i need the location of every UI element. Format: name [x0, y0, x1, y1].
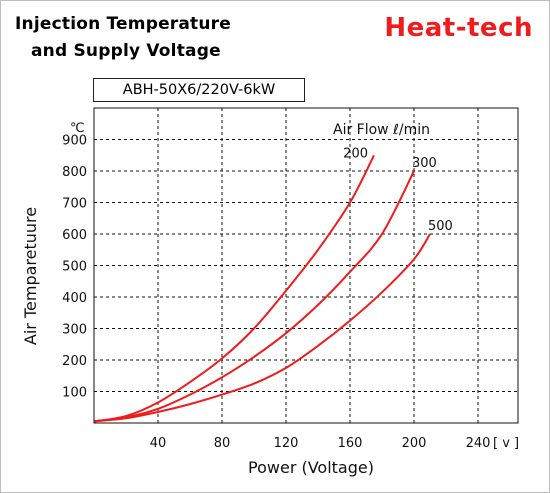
y-tick-label: 800	[62, 165, 87, 180]
chart-labels: ℃ [ v ] Air Flow ℓ/min Power (Voltage) A…	[21, 121, 519, 477]
y-unit-label: ℃	[70, 121, 85, 136]
series-line-300	[93, 170, 415, 423]
x-tick-label: 240	[466, 436, 491, 451]
x-axis-label: Power (Voltage)	[248, 458, 374, 477]
title-line-2: and Supply Voltage	[31, 41, 221, 61]
y-tick-label: 100	[62, 386, 87, 401]
x-tick-label: 120	[274, 436, 299, 451]
y-tick-label: 200	[62, 354, 87, 369]
x-unit-label: [ v ]	[493, 436, 519, 451]
y-tick-label: 900	[62, 134, 87, 149]
series-label-200: 200	[343, 146, 368, 161]
chart-series	[93, 154, 431, 423]
chart-axes	[93, 107, 519, 424]
y-tick-label: 500	[62, 260, 87, 275]
x-tick-label: 40	[150, 436, 167, 451]
title-line-1: Injection Temperature	[15, 14, 231, 34]
series-label-300: 300	[412, 156, 437, 171]
x-tick-label: 160	[338, 436, 363, 451]
y-tick-label: 300	[62, 323, 87, 338]
series-line-500	[93, 233, 431, 423]
plot-border	[93, 107, 519, 424]
y-tick-label: 400	[62, 291, 87, 306]
series-label-500: 500	[428, 219, 453, 234]
series-line-200	[93, 154, 375, 423]
x-tick-label: 200	[402, 436, 427, 451]
brand-logo: Heat-tech	[384, 13, 533, 43]
chart-grid	[94, 108, 518, 423]
x-tick-label: 80	[214, 436, 231, 451]
y-tick-label: 600	[62, 228, 87, 243]
y-tick-label: 700	[62, 197, 87, 212]
legend-title: Air Flow ℓ/min	[333, 122, 430, 138]
y-axis-label: Air Temparetuure	[21, 207, 40, 345]
chart-title: Injection Temperature and Supply Voltage	[15, 11, 231, 65]
